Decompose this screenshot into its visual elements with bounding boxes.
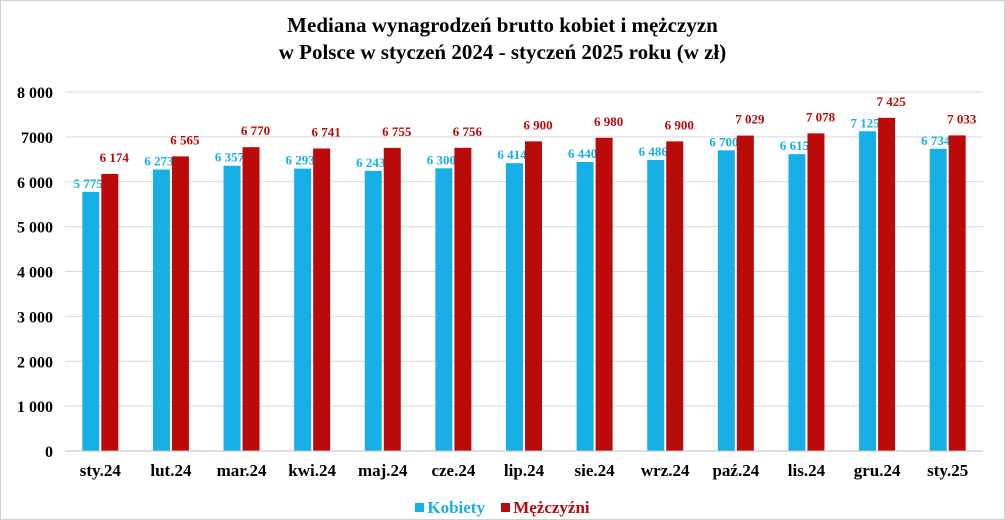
bar-kobiety [717,150,735,451]
y-tick-label: 1 000 [17,399,53,416]
x-tick-label: sty.25 [927,461,968,480]
data-label-kobiety: 7 125 [850,115,880,130]
chart-title-line-1: Mediana wynagrodzeń brutto kobiet i mężc… [287,13,718,37]
data-label-mezczyzni: 6 900 [523,117,552,132]
bar-mezczyzni [666,141,684,452]
bar-mezczyzni [242,147,260,452]
y-tick-label: 3 000 [17,309,53,326]
legend-label-mezczyzni: Mężczyźni [513,498,590,517]
data-label-kobiety: 6 414 [497,147,527,162]
data-label-kobiety: 6 300 [427,152,456,167]
bar-mezczyzni [313,148,331,451]
bar-kobiety [929,148,947,451]
data-label-mezczyzni: 6 565 [170,132,200,147]
data-label-kobiety: 6 440 [568,146,597,161]
bar-mezczyzni [525,141,542,452]
x-tick-label: paź.24 [712,461,759,480]
bar-kobiety [647,159,665,452]
data-label-kobiety: 6 615 [780,138,810,153]
x-tick-label: sie.24 [575,461,616,480]
bar-kobiety [223,165,241,452]
x-tick-label: gru.24 [854,461,901,480]
x-tick-label: kwi.24 [288,461,336,480]
bar-kobiety [576,162,594,451]
x-tick-label: maj.24 [358,461,408,480]
bar-kobiety [859,131,877,451]
y-tick-label: 5 000 [17,220,53,237]
data-label-kobiety: 6 357 [215,150,245,165]
legend-swatch-kobiety [415,503,425,512]
bar-kobiety [364,170,382,451]
x-tick-label: sty.24 [80,461,122,480]
data-label-mezczyzni: 6 980 [594,114,623,129]
x-tick-label: wrz.24 [641,461,690,480]
data-label-mezczyzni: 7 425 [876,94,906,109]
data-label-kobiety: 6 734 [921,133,951,148]
data-label-kobiety: 6 700 [709,134,738,149]
data-label-kobiety: 6 293 [286,153,316,168]
x-tick-label: lis.24 [788,461,826,480]
bar-mezczyzni [807,133,825,451]
legend: Kobiety Mężczyźni [0,498,1005,518]
bar-mezczyzni [383,147,401,451]
bar-mezczyzni [595,137,613,451]
data-label-kobiety: 6 243 [356,155,386,170]
y-tick-label: 4 000 [17,265,53,282]
bar-kobiety [788,154,806,452]
bar-mezczyzni [948,135,966,452]
bar-mezczyzni [454,147,472,451]
data-label-mezczyzni: 6 174 [100,150,130,165]
data-label-mezczyzni: 7 029 [735,112,765,127]
bar-mezczyzni [171,156,189,451]
x-tick-label: lip.24 [504,461,545,480]
data-label-mezczyzni: 6 900 [665,117,694,132]
x-tick-label: lut.24 [150,461,192,480]
chart-title-line-2: w Polsce w styczeń 2024 - styczeń 2025 r… [278,40,727,64]
y-tick-label: 0 [45,444,53,461]
bar-kobiety [435,168,453,451]
bar-mezczyzni [878,117,896,451]
x-tick-label: mar.24 [217,461,267,480]
chart-title: Mediana wynagrodzeń brutto kobiet i mężc… [0,12,1005,66]
data-label-kobiety: 6 273 [144,153,174,168]
bar-mezczyzni [101,173,119,451]
y-tick-label: 6 000 [17,175,53,192]
legend-swatch-mezczyzni [501,503,511,512]
bar-kobiety [506,163,523,451]
data-label-mezczyzni: 6 755 [382,124,412,139]
data-label-mezczyzni: 7 078 [806,109,836,124]
data-label-mezczyzni: 7 033 [947,111,977,126]
bar-kobiety [294,168,312,451]
data-label-kobiety: 5 775 [74,176,104,191]
y-tick-label: 8 000 [17,85,53,102]
legend-item-mezczyzni: Mężczyźni [501,498,590,518]
data-label-kobiety: 6 486 [639,144,669,159]
bar-kobiety [152,169,170,451]
data-label-mezczyzni: 6 741 [312,124,341,139]
y-tick-label: 7000 [21,130,53,147]
legend-label-kobiety: Kobiety [427,498,485,517]
x-tick-label: cze.24 [431,461,475,480]
legend-item-kobiety: Kobiety [415,498,485,518]
y-tick-label: 2 000 [17,354,53,371]
bar-kobiety [82,191,100,452]
data-label-mezczyzni: 6 756 [453,124,483,139]
data-label-mezczyzni: 6 770 [241,123,270,138]
bar-mezczyzni [736,135,754,452]
